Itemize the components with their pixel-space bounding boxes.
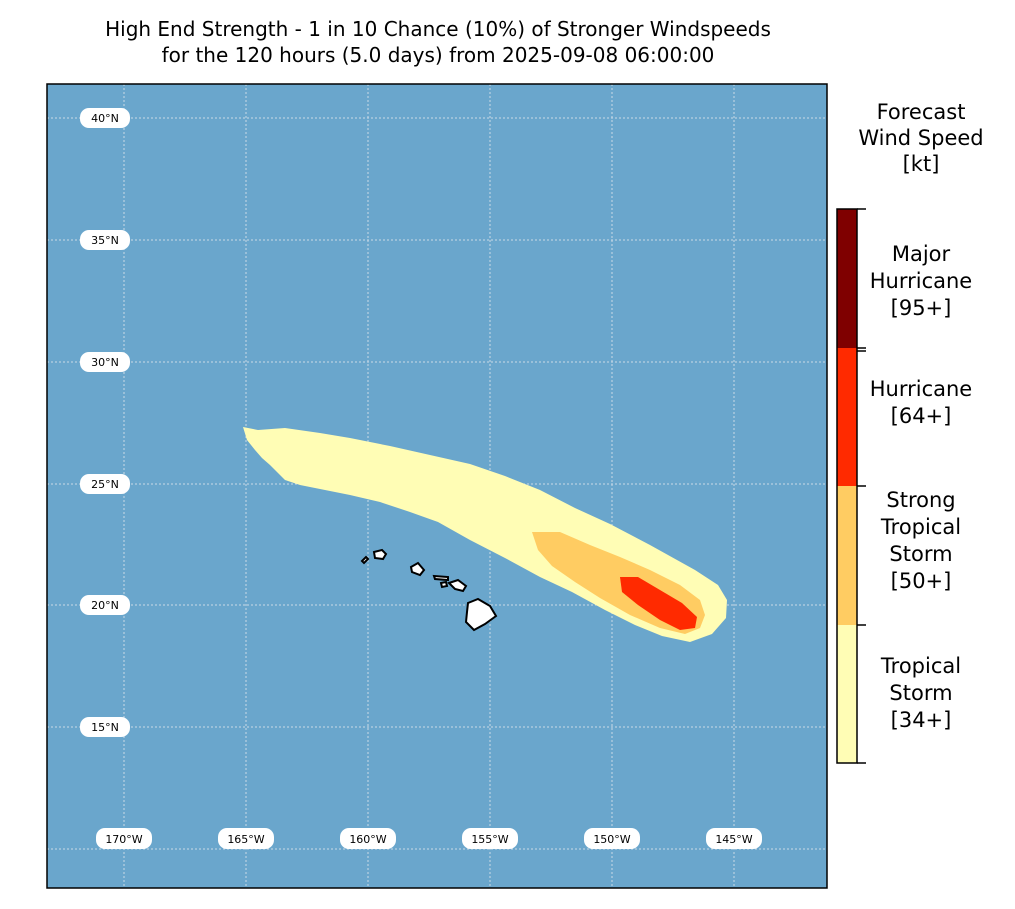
legend-major-line-1: Major bbox=[891, 242, 951, 266]
lat-label-30-text: 30°N bbox=[91, 356, 119, 369]
island-kauai bbox=[372, 548, 388, 561]
colorbar-segment-tropical-storm bbox=[837, 625, 857, 763]
lon-label-155: 155°W bbox=[462, 828, 518, 849]
lon-label-155-text: 155°W bbox=[471, 833, 508, 846]
legend-label-hurricane: Hurricane [64+] bbox=[850, 376, 992, 430]
legend-ts-line-2: Storm bbox=[889, 681, 953, 705]
legend-hurricane-line-2: [64+] bbox=[890, 404, 952, 428]
colorbar-segment-strong-tropical-storm bbox=[837, 486, 857, 625]
swath-hurricane bbox=[620, 577, 697, 630]
legend-label-major-hurricane: Major Hurricane [95+] bbox=[850, 241, 992, 322]
longitude-labels: 170°W 165°W 160°W 155°W 150°W 145°W bbox=[96, 828, 762, 849]
lat-label-25-text: 25°N bbox=[91, 478, 119, 491]
title-line-2: for the 120 hours (5.0 days) from 2025-0… bbox=[161, 43, 715, 67]
lon-label-145: 145°W bbox=[706, 828, 762, 849]
island-maui bbox=[447, 578, 468, 593]
colorbar bbox=[836, 208, 866, 764]
legend-major-line-3: [95+] bbox=[890, 296, 952, 320]
legend-ts-line-1: Tropical bbox=[880, 654, 962, 678]
lon-label-160-text: 160°W bbox=[349, 833, 386, 846]
island-hawaii bbox=[464, 597, 498, 632]
legend-label-tropical-storm: Tropical Storm [34+] bbox=[850, 653, 992, 734]
island-molokai bbox=[432, 574, 449, 582]
lat-label-20: 20°N bbox=[80, 595, 130, 615]
lon-label-160: 160°W bbox=[340, 828, 396, 849]
lat-label-20-text: 20°N bbox=[91, 599, 119, 612]
lat-label-35: 35°N bbox=[80, 230, 130, 250]
legend-major-line-2: Hurricane bbox=[869, 269, 973, 293]
lat-label-40-text: 40°N bbox=[91, 112, 119, 125]
colorbar-segment-hurricane bbox=[837, 348, 857, 486]
lat-label-30: 30°N bbox=[80, 352, 130, 372]
island-niihau bbox=[360, 555, 370, 565]
legend-label-strong-tropical-storm: Strong Tropical Storm [50+] bbox=[850, 487, 992, 595]
lon-label-165-text: 165°W bbox=[227, 833, 264, 846]
lon-label-165: 165°W bbox=[218, 828, 274, 849]
colorbar-title-line-3: [kt] bbox=[902, 152, 940, 176]
title-line-1: High End Strength - 1 in 10 Chance (10%)… bbox=[105, 17, 771, 41]
lon-label-170-text: 170°W bbox=[105, 833, 142, 846]
island-lanai bbox=[439, 580, 449, 589]
lat-label-40: 40°N bbox=[80, 108, 130, 128]
latitude-labels: 40°N 35°N 30°N 25°N 20°N 15°N bbox=[80, 108, 130, 737]
lat-label-15: 15°N bbox=[80, 717, 130, 737]
hawaiian-islands bbox=[360, 548, 498, 632]
colorbar-title-line-1: Forecast bbox=[876, 100, 966, 124]
colorbar-segment-major-hurricane bbox=[837, 209, 857, 348]
map-frame bbox=[46, 83, 828, 889]
colorbar-title: Forecast Wind Speed [kt] bbox=[838, 99, 1004, 177]
lon-label-170: 170°W bbox=[96, 828, 152, 849]
colorbar-ticks bbox=[857, 208, 866, 764]
island-oahu bbox=[409, 561, 426, 577]
lat-label-25: 25°N bbox=[80, 474, 130, 494]
lat-label-15-text: 15°N bbox=[91, 721, 119, 734]
legend-sts-line-3: Storm bbox=[889, 542, 953, 566]
lat-label-35-text: 35°N bbox=[91, 234, 119, 247]
lon-label-150-text: 150°W bbox=[593, 833, 630, 846]
legend-hurricane-line-1: Hurricane bbox=[869, 377, 973, 401]
legend-sts-line-1: Strong bbox=[886, 488, 956, 512]
lon-label-150: 150°W bbox=[584, 828, 640, 849]
legend-sts-line-2: Tropical bbox=[880, 515, 962, 539]
legend-sts-line-4: [50+] bbox=[890, 569, 952, 593]
colorbar-title-line-2: Wind Speed bbox=[858, 126, 984, 150]
lon-label-145-text: 145°W bbox=[715, 833, 752, 846]
chart-title: High End Strength - 1 in 10 Chance (10%)… bbox=[0, 16, 876, 68]
legend-ts-line-3: [34+] bbox=[890, 708, 952, 732]
